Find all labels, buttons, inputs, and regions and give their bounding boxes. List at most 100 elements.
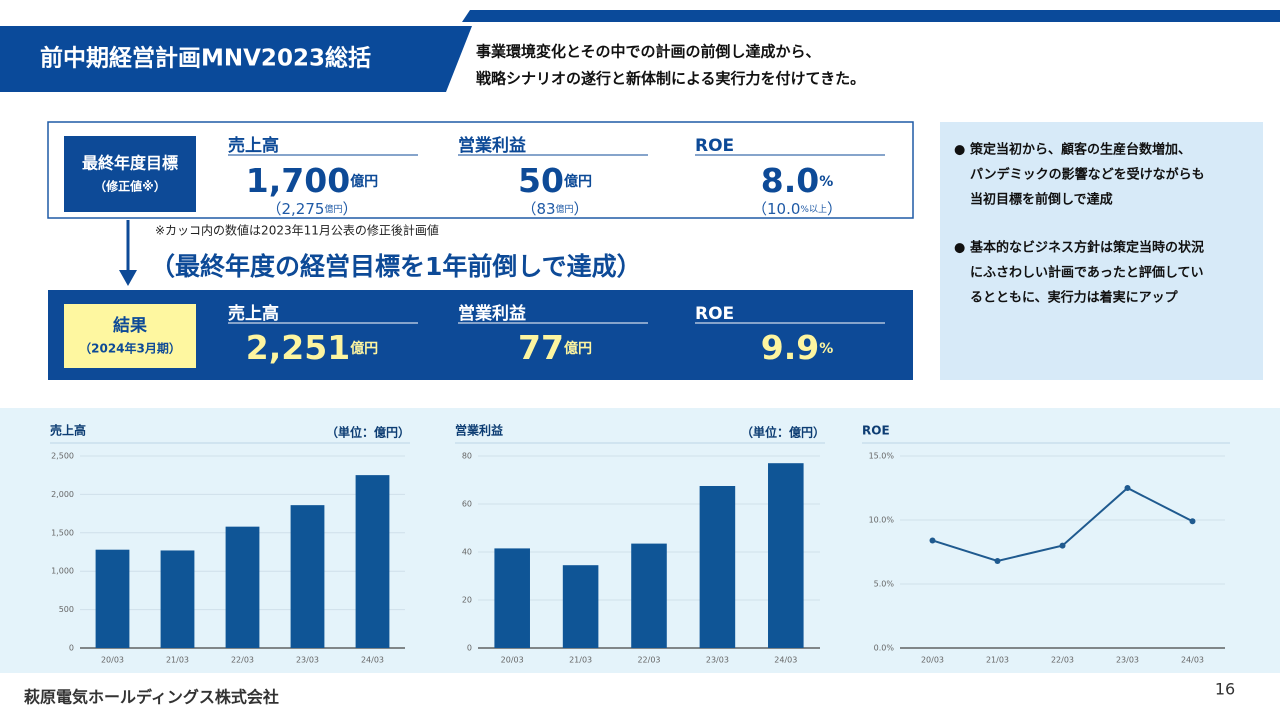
bar — [631, 543, 667, 648]
chart-title: 売上高 — [50, 423, 86, 438]
x-tick-label: 22/03 — [231, 656, 254, 665]
x-tick-label: 24/03 — [774, 656, 797, 665]
kpi-number: 1,700 — [246, 161, 350, 200]
bar — [160, 550, 195, 648]
y-tick-label: 0.0% — [874, 644, 895, 653]
kpi-name: ROE — [695, 304, 734, 324]
bar — [225, 526, 260, 648]
result-label: 結果 — [113, 315, 147, 336]
y-tick-label: 1,500 — [51, 528, 74, 537]
y-tick-label: 80 — [462, 452, 472, 461]
line-point — [1189, 518, 1196, 525]
target-label-box — [64, 136, 196, 212]
revised-part: ） — [574, 200, 589, 218]
x-tick-label: 23/03 — [296, 656, 319, 665]
x-tick-label: 22/03 — [637, 656, 660, 665]
chart-unit: （単位：億円） — [741, 425, 825, 440]
kpi-number: 9.9 — [761, 328, 819, 367]
revised-part: （10.0 — [752, 200, 800, 218]
bullet: ● — [954, 241, 965, 256]
comment-line: 策定当初から、顧客の生産台数増加、 — [970, 142, 1191, 158]
kpi-value: 50億円 — [518, 161, 592, 200]
kpi-name: ROE — [695, 136, 734, 156]
y-tick-label: 0 — [467, 644, 472, 653]
comment-line: パンデミックの影響などを受けながらも — [970, 167, 1205, 183]
x-tick-label: 23/03 — [1116, 656, 1139, 665]
headline: （最終年度の経営目標を1年前倒しで達成） — [150, 252, 642, 281]
kpi-revised: （10.0%以上） — [752, 200, 842, 218]
bar — [290, 505, 325, 648]
chart-unit: （単位：億円） — [326, 425, 410, 440]
line-point — [1124, 485, 1131, 491]
revised-part: （2,275 — [267, 200, 325, 218]
kpi-unit: 億円 — [350, 340, 378, 357]
bullet: ● — [954, 143, 965, 158]
company: 萩原電気ホールディングス株式会社 — [23, 688, 279, 707]
kpi-name: 売上高 — [228, 135, 279, 156]
kpi-name: 営業利益 — [458, 135, 526, 156]
chart-title: ROE — [862, 424, 890, 438]
revised-part: 億円 — [324, 203, 342, 215]
target-label: 最終年度目標 — [82, 154, 178, 173]
kpi-value: 9.9% — [761, 328, 834, 367]
kpi-value: 77億円 — [518, 328, 592, 367]
y-tick-label: 0 — [69, 644, 74, 653]
bar — [95, 549, 130, 648]
kpi-number: 50 — [518, 161, 564, 200]
note: ※カッコ内の数値は2023年11月公表の修正後計画値 — [155, 223, 439, 238]
x-tick-label: 20/03 — [501, 656, 524, 665]
kpi-value: 1,700億円 — [246, 161, 378, 200]
revised-part: ） — [827, 200, 842, 218]
revised-part: ） — [342, 200, 357, 218]
line-point — [929, 537, 936, 544]
top-stripe — [462, 10, 1280, 22]
y-tick-label: 20 — [462, 596, 472, 605]
x-tick-label: 20/03 — [921, 656, 944, 665]
comment-line: 当初目標を前倒しで達成 — [970, 192, 1113, 208]
revised-part: %以上 — [800, 204, 827, 215]
lead-line: 事業環境変化とその中での計画の前倒し達成から、 — [476, 43, 821, 61]
comment-line: るとともに、実行力は着実にアップ — [970, 290, 1179, 306]
lead-line: 戦略シナリオの遂行と新体制による実行力を付けてきた。 — [476, 70, 865, 88]
revised-part: 億円 — [556, 203, 574, 215]
slide-title: 前中期経営計画MNV2023総括 — [40, 45, 371, 72]
result-sublabel: （2024年3月期） — [79, 341, 181, 356]
kpi-unit: % — [819, 341, 833, 357]
kpi-name: 営業利益 — [458, 303, 526, 324]
revised-part: （83 — [521, 200, 555, 218]
chart-title: 営業利益 — [455, 423, 503, 438]
bar — [562, 565, 599, 648]
x-tick-label: 21/03 — [986, 656, 1009, 665]
kpi-name: 売上高 — [228, 303, 279, 324]
bar — [355, 475, 390, 648]
kpi-unit: % — [819, 174, 833, 190]
kpi-number: 2,251 — [246, 328, 350, 367]
y-tick-label: 60 — [462, 500, 472, 509]
kpi-unit: 億円 — [564, 173, 592, 190]
comment-line: にふさわしい計画であったと評価してい — [970, 265, 1203, 281]
bar — [699, 486, 736, 648]
x-tick-label: 24/03 — [361, 656, 384, 665]
y-tick-label: 10.0% — [869, 516, 895, 525]
kpi-revised: （2,275億円） — [267, 200, 358, 218]
y-tick-label: 5.0% — [874, 580, 895, 589]
page-number: 16 — [1215, 680, 1235, 699]
y-tick-label: 15.0% — [869, 452, 895, 461]
kpi-unit: 億円 — [564, 340, 592, 357]
x-tick-label: 24/03 — [1181, 656, 1204, 665]
y-tick-label: 2,000 — [51, 490, 74, 499]
kpi-unit: 億円 — [350, 173, 378, 190]
x-tick-label: 20/03 — [101, 656, 124, 665]
x-tick-label: 22/03 — [1051, 656, 1074, 665]
kpi-number: 8.0 — [761, 161, 819, 200]
x-tick-label: 23/03 — [706, 656, 729, 665]
title-banner — [0, 26, 472, 92]
y-tick-label: 2,500 — [51, 452, 74, 461]
y-tick-label: 1,000 — [51, 567, 74, 576]
bar — [768, 463, 804, 648]
comment-box — [940, 122, 1263, 380]
target-sublabel: （修正値※） — [94, 179, 166, 194]
kpi-value: 2,251億円 — [246, 328, 378, 367]
